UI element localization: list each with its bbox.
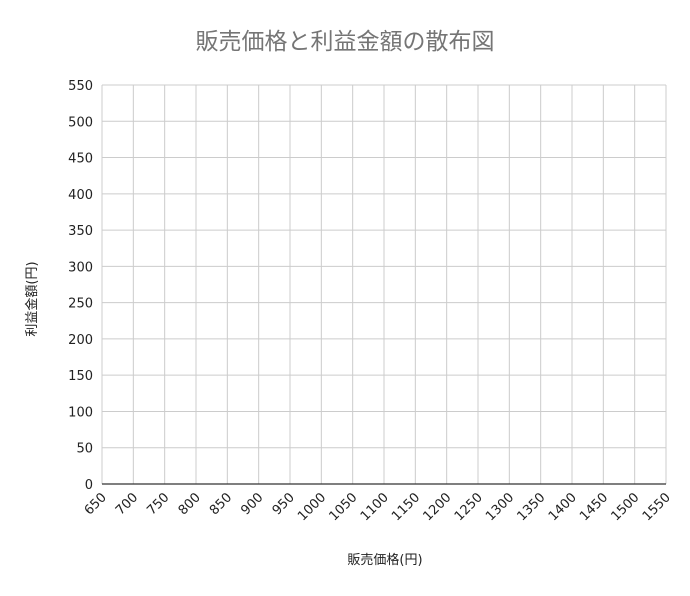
y-tick-label: 350 xyxy=(68,224,93,239)
y-tick-label: 450 xyxy=(68,152,93,167)
y-tick-label: 50 xyxy=(76,442,93,457)
x-tick-label: 1450 xyxy=(577,490,611,524)
x-tick-label: 1400 xyxy=(546,490,580,524)
x-axis-tick-labels: 650 700 750 800 850 900 9501000105011001150120… xyxy=(82,490,674,524)
x-tick-label: 1050 xyxy=(326,490,360,524)
y-tick-label: 300 xyxy=(68,260,93,275)
x-tick-label: 1500 xyxy=(608,490,642,524)
x-tick-label: 700 xyxy=(113,490,141,518)
x-tick-label: 1100 xyxy=(358,490,392,524)
grid-lines xyxy=(101,84,667,484)
x-axis-label: 販売価格(円) xyxy=(347,552,422,568)
x-tick-label: 1250 xyxy=(452,490,486,524)
x-tick-label: 800 xyxy=(176,490,204,518)
y-tick-label: 0 xyxy=(85,478,93,493)
y-tick-label: 200 xyxy=(68,333,93,348)
x-tick-label: 650 xyxy=(82,490,110,518)
y-tick-label: 150 xyxy=(68,369,93,384)
x-tick-label: 950 xyxy=(270,490,298,518)
y-tick-label: 100 xyxy=(68,405,93,420)
y-tick-label: 500 xyxy=(68,115,93,130)
x-tick-label: 1000 xyxy=(295,490,329,524)
y-tick-label: 400 xyxy=(68,188,93,203)
x-tick-label: 1550 xyxy=(640,490,674,524)
chart-title: 販売価格と利益金額の散布図 xyxy=(196,29,495,55)
y-tick-label: 550 xyxy=(68,79,93,94)
x-tick-label: 1200 xyxy=(420,490,454,524)
x-tick-label: 1350 xyxy=(514,490,548,524)
y-tick-label: 250 xyxy=(68,297,93,312)
x-tick-label: 900 xyxy=(238,490,266,518)
x-tick-label: 1150 xyxy=(389,490,423,524)
y-axis-label: 利益金額(円) xyxy=(24,261,40,336)
x-tick-label: 850 xyxy=(207,490,235,518)
x-tick-label: 750 xyxy=(144,490,172,518)
x-tick-label: 1300 xyxy=(483,490,517,524)
y-axis-tick-labels: 0 50 100 150 200 250 300 350 400 450 500 550 xyxy=(68,79,93,493)
